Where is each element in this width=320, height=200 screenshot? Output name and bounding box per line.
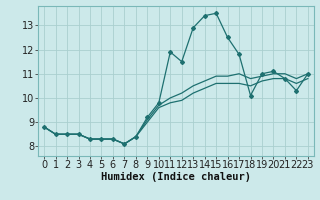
X-axis label: Humidex (Indice chaleur): Humidex (Indice chaleur) [101,172,251,182]
